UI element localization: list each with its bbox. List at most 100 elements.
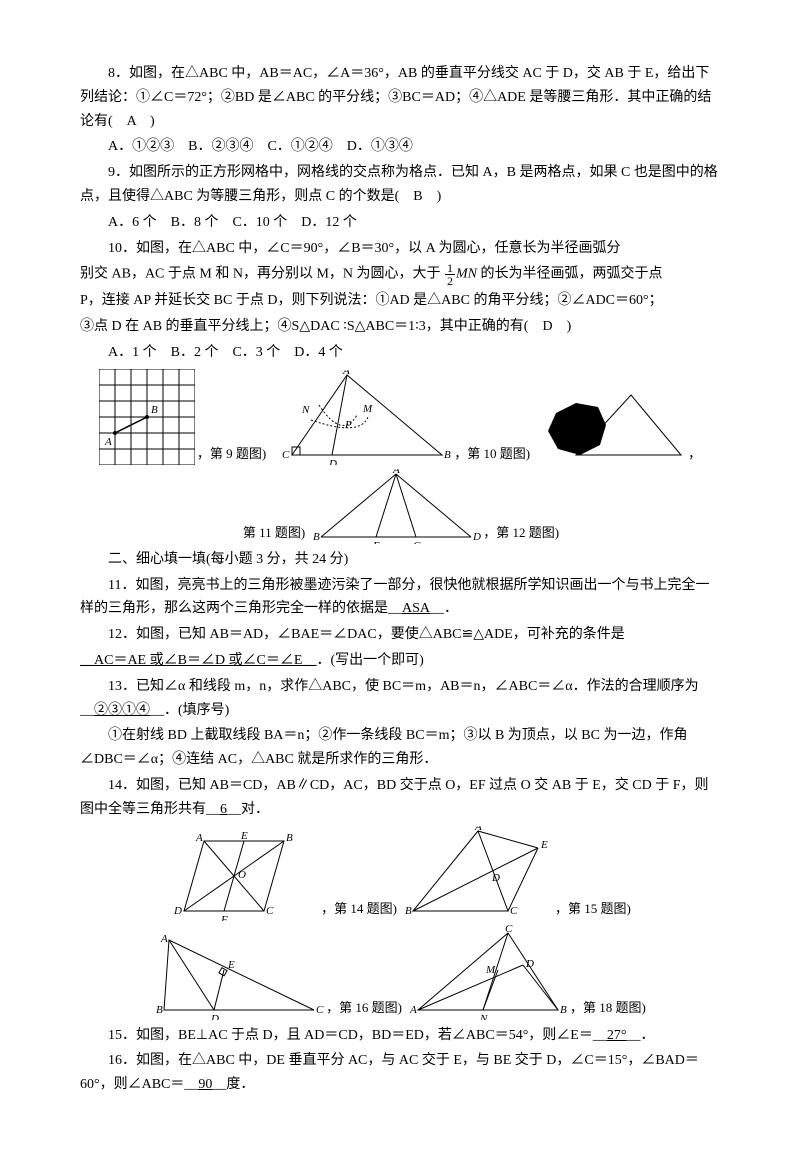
svg-text:D: D [491,872,500,884]
q8-opts: A．①②③ B．②③④ C．①②④ D．①③④ [80,135,720,159]
q10-l2b-rest: 的长为半径画弧，两弧交于点 [481,267,663,282]
fig10-svg: A C B D N MP [272,370,452,465]
svg-text:C: C [316,1004,324,1016]
svg-text:A: A [160,933,168,945]
fig18-label: ，第 18 题图) [570,997,646,1019]
svg-text:E: E [372,540,380,544]
svg-text:C: C [266,905,274,917]
fig12-label: ，第 12 题图) [483,522,559,544]
fig15-cell: A E B C D ，第 15 题图) [403,826,631,921]
svg-text:N: N [479,1013,488,1020]
q12-ans-line: __AC＝AE 或∠B＝∠D 或∠C＝∠E__．(写出一个即可) [80,649,720,673]
fig18-cell: C D M A N B ，第 18 题图) [408,925,646,1020]
fig15-label: ，第 15 题图) [555,898,631,920]
fig16-label: ，第 16 题图) [326,997,402,1019]
svg-text:M: M [485,964,496,976]
svg-text:B: B [151,404,158,416]
q14-l1: 14．如图，已知 AB＝CD，AB∥CD，AC，BD 交于点 O，EF 过点 O… [80,778,708,817]
q16-l1: 16．如图，在△ABC 中，DE 垂直平分 AC，与 AC 交于 E，与 BE … [80,1053,699,1092]
q13-l2: __．(填序号) [150,703,229,718]
fig14-cell: A E B D F C O ，第 14 题图) [169,831,397,921]
q11-l1: 11．如图，亮亮书上的三角形被墨迹污染了一部分，很快他就根据所学知识画出一个与书… [80,578,709,617]
q10-frac: 1 2 [445,262,455,287]
svg-text:D: D [210,1013,219,1020]
svg-text:D: D [173,905,182,917]
svg-text:A: A [104,436,112,448]
svg-text:C: C [510,905,518,917]
svg-text:D: D [472,531,481,543]
fig12-svg: A B E C D [311,469,481,544]
svg-text:C: C [282,449,290,461]
fig11-svg [536,385,686,465]
svg-text:O: O [238,869,246,881]
q15-text: 15．如图，BE⊥AC 于点 D，且 AD＝CD，BD＝ED，若∠ABC＝54°… [80,1024,720,1048]
svg-text:P: P [344,419,352,431]
q15-ans: 27° [607,1028,627,1043]
svg-text:A: A [342,370,350,377]
q11-l2: __． [430,601,458,616]
section-2: 二、细心填一填(每小题 3 分，共 24 分) [80,548,720,572]
fig9-cell: AB ，第 9 题图) [99,369,266,465]
svg-text:E: E [227,959,235,971]
svg-text:E: E [240,831,248,842]
svg-text:N: N [301,404,310,416]
q13-ans: ②③①④ [94,703,150,718]
fig-row-2: 第 11 题图) ABECD ，第 12 题图) [80,469,720,544]
fig18-svg: C D M A N B [408,925,568,1020]
fig14-label: ，第 14 题图) [321,898,397,920]
fig-row-4: A E B D C ，第 16 题图) C D M A N B ，第 18 题图) [80,925,720,1020]
q10-l1: 10．如图，在△ABC 中，∠C＝90°，∠B＝30°，以 A 为圆心，任意长为… [80,237,720,261]
q12-text: 12．如图，已知 AB＝AD，∠BAE＝∠DAC，要使△ABC≌△ADE，可补充… [80,623,720,647]
q13-steps: ①在射线 BD 上截取线段 BA＝n；②作一条线段 BC＝m；③以 B 为顶点，… [80,724,720,772]
q15-l2: __． [626,1028,654,1043]
svg-text:A: A [195,832,203,844]
fig10-label: ，第 10 题图) [454,443,530,465]
svg-text:F: F [220,914,228,921]
q12-ans: __AC＝AE 或∠B＝∠D 或∠C＝∠E__ [80,653,316,668]
q10-opts: A．1 个 B．2 个 C．3 个 D．4 个 [80,341,720,365]
fig12-cell: A B E C D ，第 12 题图) [311,469,559,544]
figrow1-comma: ， [688,443,701,465]
svg-text:D: D [525,958,534,970]
q12-l1: 12．如图，已知 AB＝AD，∠BAE＝∠DAC，要使△ABC≌△ADE，可补充… [108,627,625,642]
fig16-cell: A E B D C ，第 16 题图) [154,930,402,1020]
q10-l4: ③点 D 在 AB 的垂直平分线上；④S△DAC ∶S△ABC＝1∶3，其中正确… [80,315,720,339]
q10-l2a: 别交 AB，AC 于点 M 和 N，再分别以 M，N 为圆心，大于 [80,267,441,282]
svg-text:A: A [474,826,482,833]
q9-opts: A．6 个 B．8 个 C．10 个 D．12 个 [80,211,720,235]
q16-text: 16．如图，在△ABC 中，DE 垂直平分 AC，与 AC 交于 E，与 BE … [80,1049,720,1097]
q14-text: 14．如图，已知 AB＝CD，AB∥CD，AC，BD 交于点 O，EF 过点 O… [80,774,720,822]
q8-stem: 8．如图，在△ABC 中，AB＝AC，∠A＝36°，AB 的垂直平分线交 AC … [80,62,720,133]
fig11-cell: ， [536,385,701,465]
svg-text:B: B [156,1004,163,1016]
frac-den: 2 [445,275,455,287]
svg-text:E: E [540,839,548,851]
svg-text:B: B [560,1004,567,1016]
svg-text:B: B [286,832,293,844]
q10-l2: 别交 AB，AC 于点 M 和 N，再分别以 M，N 为圆心，大于 1 2 MN… [80,262,720,287]
fig9-label: ，第 9 题图) [197,443,266,465]
svg-text:B: B [405,905,412,917]
svg-text:M: M [362,403,373,415]
fig10-cell: A C B D N MP ，第 10 题图) [272,370,530,465]
svg-text:B: B [313,531,320,543]
svg-text:A: A [392,469,400,476]
fig9-svg: AB [99,369,195,465]
svg-text:D: D [328,458,337,465]
fig15-svg: A E B C D [403,826,553,921]
svg-text:B: B [444,449,451,461]
q9-stem: 9．如图所示的正方形网格中，网格线的交点称为格点．已知 A，B 是两格点，如果 … [80,161,720,209]
fig14-svg: A E B D F C O [169,831,319,921]
q16-l2: __度． [212,1077,254,1092]
q14-ans: 6 [220,802,227,817]
q10-l3: P，连接 AP 并延长交 BC 于点 D，则下列说法：①AD 是△ABC 的角平… [80,289,720,313]
svg-text:C: C [413,540,421,544]
svg-text:C: C [505,925,513,935]
svg-text:A: A [409,1004,417,1016]
q15-l1: 15．如图，BE⊥AC 于点 D，且 AD＝CD，BD＝ED，若∠ABC＝54°… [108,1028,607,1043]
q11-ans: ASA [402,601,430,616]
q11-text: 11．如图，亮亮书上的三角形被墨迹污染了一部分，很快他就根据所学知识画出一个与书… [80,574,720,622]
q13-text: 13．已知∠α 和线段 m，n，求作△ABC，使 BC＝m，AB＝n，∠ABC＝… [80,675,720,723]
q16-ans: 90 [198,1077,212,1092]
q14-l2: __对． [227,802,269,817]
